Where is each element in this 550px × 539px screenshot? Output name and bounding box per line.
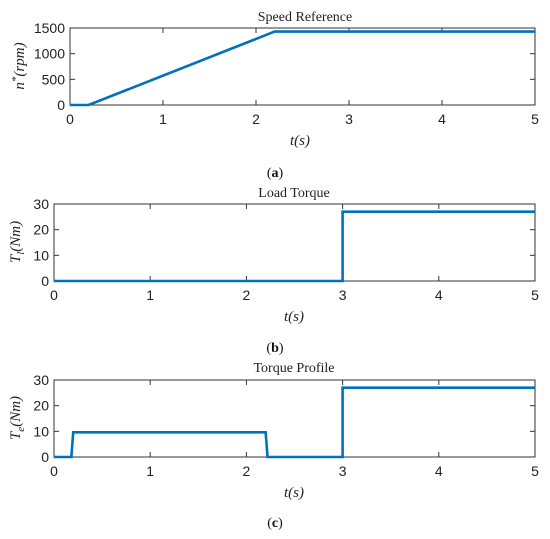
y-tick-label: 20 xyxy=(33,398,49,414)
chart-title: Torque Profile xyxy=(253,361,334,376)
x-tick-label: 3 xyxy=(339,463,347,479)
plot-frame xyxy=(53,203,536,282)
series-line xyxy=(54,210,535,283)
panel-caption: (c) xyxy=(267,516,283,531)
plot-frame xyxy=(53,379,536,458)
y-tick-label: 30 xyxy=(33,196,49,212)
x-axis-label: t(s) xyxy=(290,133,310,149)
y-tick-label: 1500 xyxy=(34,20,65,36)
chart-speed-reference: Speed Reference 0 500 1000 1500 0 1 2 3 4 5 n*(r… xyxy=(10,10,539,181)
y-tick-label: 500 xyxy=(42,71,66,87)
panel-caption-letter: b xyxy=(271,341,279,356)
series-line xyxy=(54,386,535,459)
x-tick-label: 1 xyxy=(146,287,154,303)
panel-caption: (a) xyxy=(267,166,284,181)
y-tick-label: 0 xyxy=(41,273,49,289)
x-tick-label: 5 xyxy=(531,287,539,303)
x-tick-label: 0 xyxy=(50,287,58,303)
panel-caption-letter: c xyxy=(272,516,278,531)
x-tick-label: 5 xyxy=(531,463,539,479)
x-axis-label: t(s) xyxy=(284,485,304,501)
x-tick-label: 2 xyxy=(243,463,251,479)
x-tick-label: 1 xyxy=(159,111,167,127)
x-tick-label: 4 xyxy=(438,111,446,127)
x-axis-label: t(s) xyxy=(284,309,304,325)
x-tick-labels: 0 1 2 3 4 5 xyxy=(50,463,539,479)
x-tick-label: 3 xyxy=(339,287,347,303)
y-tick-label: 10 xyxy=(33,247,49,263)
x-tick-label: 3 xyxy=(345,111,353,127)
y-tick-labels: 0 10 20 30 xyxy=(33,196,49,289)
y-axis-label: n*(rpm) xyxy=(10,42,28,89)
x-tick-label: 5 xyxy=(531,111,539,127)
y-axis-label: Tl(Nm) xyxy=(8,221,27,263)
x-tick-label: 4 xyxy=(435,463,443,479)
y-tick-label: 10 xyxy=(33,423,49,439)
panel-caption-letter: a xyxy=(272,166,279,181)
x-tick-label: 1 xyxy=(146,463,154,479)
x-tick-labels: 0 1 2 3 4 5 xyxy=(66,111,539,127)
y-tick-labels: 0 500 1000 1500 xyxy=(34,20,65,113)
x-tick-label: 0 xyxy=(50,463,58,479)
y-tick-labels: 0 10 20 30 xyxy=(33,372,49,465)
y-tick-label: 30 xyxy=(33,372,49,388)
x-tick-label: 2 xyxy=(252,111,260,127)
y-axis-label: Te(Nm) xyxy=(8,396,27,440)
chart-title: Speed Reference xyxy=(258,10,352,25)
y-tick-label: 0 xyxy=(41,449,49,465)
chart-load-torque: Load Torque 0 10 20 30 0 1 2 3 4 5 Tl(Nm) t(s) (… xyxy=(8,186,539,356)
x-tick-label: 4 xyxy=(435,287,443,303)
x-tick-label: 0 xyxy=(66,111,74,127)
y-tick-label: 1000 xyxy=(34,46,65,62)
chart-torque-profile: Torque Profile 0 10 20 30 0 1 2 3 4 5 Te(Nm) t(s… xyxy=(8,361,539,531)
y-tick-label: 20 xyxy=(33,222,49,238)
chart-title: Load Torque xyxy=(258,186,329,201)
x-tick-label: 2 xyxy=(243,287,251,303)
plot-frame xyxy=(69,27,536,106)
panel-caption: (b) xyxy=(266,341,283,356)
x-tick-labels: 0 1 2 3 4 5 xyxy=(50,287,539,303)
y-tick-label: 0 xyxy=(57,97,65,113)
series-line xyxy=(70,30,535,107)
